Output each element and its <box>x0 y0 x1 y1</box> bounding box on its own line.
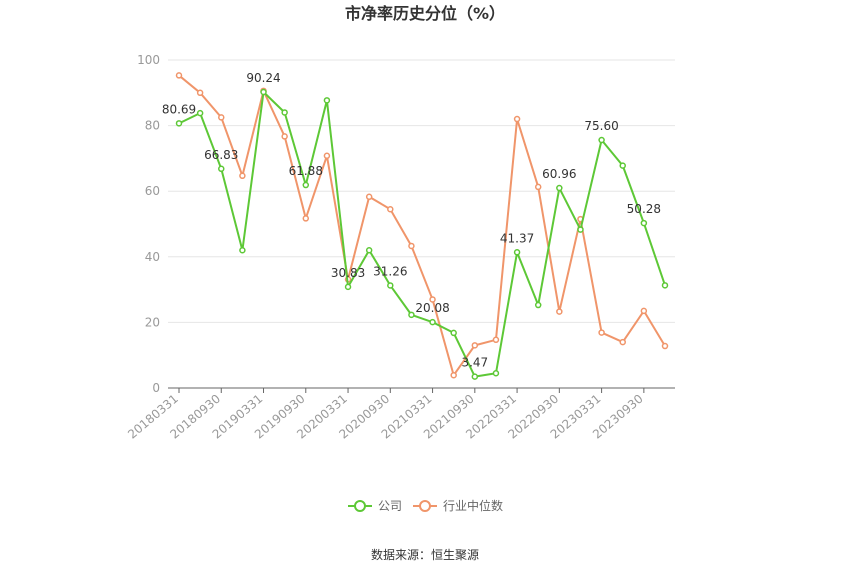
data-point[interactable] <box>408 242 415 250</box>
y-tick-label: 20 <box>145 315 160 329</box>
data-point[interactable] <box>196 109 204 117</box>
data-point[interactable] <box>556 308 563 315</box>
data-point[interactable] <box>471 342 479 349</box>
data-label: 31.26 <box>373 264 407 278</box>
legend-industry-marker <box>419 500 431 512</box>
data-point[interactable] <box>323 152 331 160</box>
data-point[interactable] <box>640 219 648 227</box>
data-label: 90.24 <box>246 71 280 85</box>
data-point[interactable] <box>323 97 331 104</box>
source-note: 数据来源：恒生聚源 <box>371 547 479 562</box>
data-point[interactable] <box>175 120 183 127</box>
legend-item-industry-median[interactable]: 行业中位数 <box>413 498 503 513</box>
legend-company-label: 公司 <box>378 499 402 513</box>
data-point[interactable] <box>302 181 310 189</box>
data-point[interactable] <box>239 246 246 254</box>
data-point[interactable] <box>175 72 183 79</box>
y-tick-label: 100 <box>137 53 160 67</box>
data-point[interactable] <box>619 162 626 169</box>
data-point[interactable] <box>239 172 246 180</box>
legend-item-company[interactable]: 公司 <box>348 499 402 513</box>
data-label: 41.37 <box>500 231 534 245</box>
data-label: 61.88 <box>289 164 323 178</box>
data-label: 50.28 <box>627 202 661 216</box>
data-point[interactable] <box>661 342 669 350</box>
data-label: 75.60 <box>584 119 618 133</box>
data-point[interactable] <box>344 283 352 291</box>
data-point[interactable] <box>577 226 584 233</box>
data-point[interactable] <box>281 133 288 140</box>
data-point[interactable] <box>365 246 373 254</box>
data-point[interactable] <box>556 184 563 192</box>
data-point[interactable] <box>218 114 225 121</box>
data-label: 30.83 <box>331 266 365 280</box>
data-point[interactable] <box>661 282 669 289</box>
data-point[interactable] <box>492 336 500 344</box>
data-point[interactable] <box>387 205 394 213</box>
data-point[interactable] <box>196 89 204 97</box>
data-labels: 80.69 66.83 90.24 61.88 30.83 31.26 20.08 3.47 4… <box>162 71 661 370</box>
legend-company-marker <box>354 500 366 512</box>
y-axis: 0 20 40 60 80 100 <box>137 53 160 395</box>
grid-lines <box>168 59 675 323</box>
series-line <box>178 74 666 377</box>
data-point[interactable] <box>471 373 479 380</box>
data-label: 80.69 <box>162 102 196 116</box>
data-point[interactable] <box>260 88 267 96</box>
data-point[interactable] <box>513 249 521 256</box>
y-tick-label: 0 <box>152 381 160 395</box>
y-tick-label: 60 <box>145 184 160 198</box>
data-point[interactable] <box>450 371 457 379</box>
data-point[interactable] <box>218 165 225 173</box>
data-point[interactable] <box>429 318 436 326</box>
chart-title: 市净率历史分位（%） <box>345 4 505 23</box>
data-point[interactable] <box>450 329 457 337</box>
data-point[interactable] <box>387 282 394 289</box>
data-label: 66.83 <box>204 148 238 162</box>
data-label: 3.47 <box>461 356 488 370</box>
legend[interactable]: 公司 行业中位数 <box>348 498 503 513</box>
data-point[interactable] <box>302 215 310 222</box>
y-tick-label: 80 <box>145 119 160 133</box>
y-tick-label: 40 <box>145 250 160 264</box>
series-company <box>175 88 669 380</box>
data-label: 20.08 <box>415 301 449 315</box>
series-layer <box>175 72 669 380</box>
data-point[interactable] <box>534 183 542 191</box>
data-point[interactable] <box>598 329 605 336</box>
data-point[interactable] <box>365 193 373 201</box>
data-point[interactable] <box>429 296 436 303</box>
series-line <box>178 91 666 378</box>
data-point[interactable] <box>492 369 500 377</box>
data-label: 60.96 <box>542 167 576 181</box>
data-point[interactable] <box>640 307 648 315</box>
data-point[interactable] <box>513 115 521 123</box>
data-point[interactable] <box>619 338 626 346</box>
data-point[interactable] <box>408 311 415 319</box>
legend-industry-label: 行业中位数 <box>443 498 503 513</box>
data-point[interactable] <box>281 109 288 116</box>
x-axis: 2018033120180930201903312019093020200331… <box>125 387 675 442</box>
data-point[interactable] <box>534 301 542 309</box>
series-industry-median <box>175 72 669 379</box>
data-point[interactable] <box>598 136 605 144</box>
